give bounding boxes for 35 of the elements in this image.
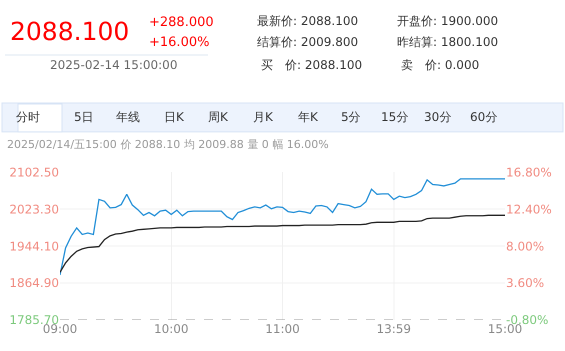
line-series [60,178,505,276]
text: 年线 [116,110,140,124]
text: 5分 [341,110,361,124]
y-tick-label: 2102.50 [9,165,59,180]
text: 开盘价: 1900.000 [397,14,498,28]
text: +16.00% [149,35,210,50]
text: 5日 [74,110,94,124]
y-tick-label: 2023.30 [9,202,59,216]
text: 2025-02-14 15:00:00 [50,58,178,72]
text: 30分 [424,110,452,124]
line-series [60,214,505,273]
text: 周K [208,110,229,124]
text: 最新价: 2088.100 [257,14,358,28]
text: 卖 价: 0.000 [401,58,480,72]
text: 15分 [381,110,408,124]
y2-tick-label: 8.00% [506,239,544,254]
chart-title: 2025/02/14/五15:00 价 2088.10 均 2009.88 量 0 幅 16.00% [7,138,329,151]
text: 月K [253,110,274,124]
text: 60分 [470,110,498,124]
y2-tick-label: 3.60% [506,276,544,290]
text: 买 价: 2088.100 [261,58,362,72]
y2-tick-label: 12.40% [506,202,552,216]
x-tick-label: 13:59 [376,322,412,336]
text: 2088.100 [10,17,130,46]
x-tick-label: 11:00 [265,322,300,336]
y-tick-label: 1944.10 [9,239,59,254]
text: 分时 [16,110,40,124]
text: 日K [164,110,185,124]
text: 昨结算: 1800.100 [397,35,498,49]
text: 年K [298,110,319,124]
y-tick-label: 1864.90 [9,276,59,290]
text: +288.000 [149,15,214,30]
y2-tick-label: 16.80% [506,165,552,180]
x-tick-label: 10:00 [154,322,189,336]
text: 结算价: 2009.800 [257,35,358,49]
